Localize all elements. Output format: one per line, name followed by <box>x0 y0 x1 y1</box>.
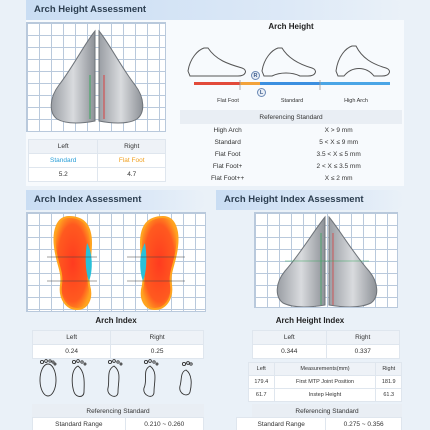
mtp-right: 181.9 <box>375 375 402 389</box>
arch-height-index-reference-table: Standard Range 0.275 ~ 0.356 <box>235 417 402 430</box>
left-foot-marker: L <box>257 88 266 97</box>
mtp-left: 179.4 <box>248 375 275 389</box>
plantar-footprints <box>47 215 185 311</box>
footprint-type-2 <box>71 359 87 397</box>
arch-height-reference-table: High Arch X > 9 mm Standard 5 < X ≤ 9 mm F… <box>180 124 402 184</box>
standard-range-value: 0.275 ~ 0.356 <box>325 417 402 430</box>
col-left: Left <box>27 139 99 154</box>
foot-side-view-grid <box>26 22 166 132</box>
footprint-type-4 <box>143 359 159 397</box>
arch-index-reference-table: Standard Range 0.210 ~ 0.260 <box>32 417 205 430</box>
arch-height-title: Arch Height <box>268 22 314 31</box>
col-right: Right <box>110 330 204 345</box>
scale-lightblue <box>320 82 390 85</box>
arch-height-index-silhouette <box>276 215 378 307</box>
ref-range: 5 < X ≤ 9 mm <box>319 138 359 146</box>
col-right: Right <box>325 330 400 345</box>
standard-range-label: Standard Range <box>235 417 327 430</box>
arch-index-table: Left Right 0.24 0.25 <box>31 330 204 359</box>
footprint-types-illustration <box>39 359 193 397</box>
right-arch-height-index: 0.337 <box>325 344 400 359</box>
left-footprint <box>47 215 97 311</box>
arch-height-assessment-header: Arch Height Assessment <box>26 0 404 20</box>
standard-range-label: Standard Range <box>32 417 126 430</box>
ref-name: Standard <box>214 138 241 146</box>
arch-height-index-table: Left Right 0.344 0.337 <box>252 330 400 359</box>
col-right: Right <box>375 362 402 376</box>
arch-height-scale-illustration <box>187 45 390 90</box>
standard-range-value: 0.210 ~ 0.260 <box>124 417 205 430</box>
arch-height-reference-header: Referencing Standard <box>180 110 402 124</box>
col-measurement: Measurements(mm) <box>273 362 377 376</box>
arch-height-assessment-table: Left Right Standard Flat Foot 5.2 4.7 <box>27 139 166 182</box>
right-foot-marker: R <box>251 71 260 80</box>
right-classification: Flat Foot <box>97 153 166 168</box>
left-foot-profile <box>276 215 326 307</box>
ref-name: Flat Foot+ <box>212 162 243 170</box>
arch-height-index-reference-header: Referencing Standard <box>252 404 402 417</box>
arch-height-index-grid <box>254 212 398 308</box>
instep-right: 61.3 <box>375 388 402 402</box>
ref-range: X > 9 mm <box>324 126 353 134</box>
left-arch-index: 0.24 <box>31 344 112 359</box>
footprint-type-5 <box>179 361 193 396</box>
scale-label-standard: Standard <box>280 98 304 104</box>
scale-label-flat-foot: Flat Foot <box>217 98 239 104</box>
scale-red <box>194 82 240 85</box>
right-foot-profile <box>98 29 144 124</box>
ref-range: 2 < X ≤ 3.5 mm <box>316 162 361 170</box>
ref-range: X ≤ 2 mm <box>324 174 353 182</box>
foot-side-silhouette <box>50 29 144 124</box>
left-value: 5.2 <box>27 167 99 182</box>
ref-name: Flat Foot <box>214 150 241 158</box>
scale-blue <box>260 82 320 85</box>
right-foot-profile <box>328 215 378 307</box>
right-footprint <box>127 215 185 311</box>
arch-index-reference-header: Referencing Standard <box>32 404 204 417</box>
left-foot-profile <box>50 29 96 124</box>
standard-foot-illustration <box>261 47 316 77</box>
ref-name: Flat Foot++ <box>211 174 245 182</box>
right-arch-index: 0.25 <box>110 344 204 359</box>
footprint-type-1 <box>39 359 57 397</box>
arch-index-assessment-header: Arch Index Assessment <box>26 190 206 210</box>
scale-orange <box>240 82 260 85</box>
plantar-pressure-grid <box>26 212 206 312</box>
arch-height-index-title: Arch Height Index <box>275 316 345 325</box>
col-left: Left <box>31 330 112 345</box>
arch-height-index-assessment-header: Arch Height Index Assessment <box>216 190 404 210</box>
instep-left: 61.7 <box>248 388 275 402</box>
col-right: Right <box>97 139 166 154</box>
left-classification: Standard <box>27 153 99 168</box>
scale-label-high-arch: High Arch <box>344 98 368 104</box>
mtp-name: First MTP Joint Position <box>273 375 377 389</box>
measurements-table: Left Measurements(mm) Right 179.4 First … <box>248 362 402 402</box>
footprint-type-3 <box>107 359 123 397</box>
right-value: 4.7 <box>97 167 166 182</box>
instep-name: Instep Height <box>273 388 377 402</box>
high-arch-foot-illustration <box>335 45 390 77</box>
left-arch-height-index: 0.344 <box>252 344 327 359</box>
ref-range: 3.5 < X ≤ 5 mm <box>316 150 361 158</box>
arch-index-title: Arch Index <box>95 316 137 325</box>
flat-foot-illustration <box>187 47 246 77</box>
col-left: Left <box>248 362 275 376</box>
col-left: Left <box>252 330 327 345</box>
ref-name: High Arch <box>213 126 242 134</box>
